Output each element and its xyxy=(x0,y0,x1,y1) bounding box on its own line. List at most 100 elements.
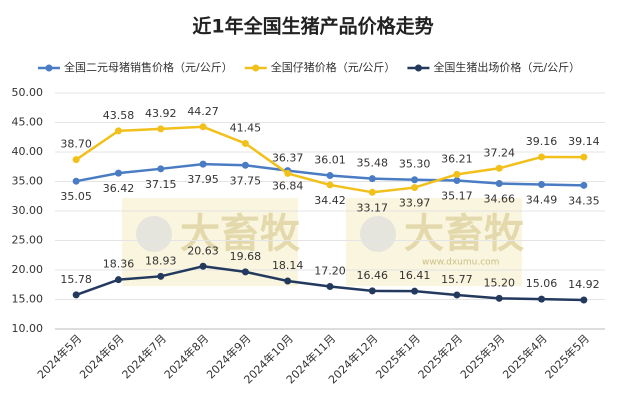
x-tick-label: 2024年5月 xyxy=(34,331,84,381)
data-label: 37.24 xyxy=(483,146,515,159)
legend-marker xyxy=(45,64,53,72)
data-label: 15.77 xyxy=(441,273,473,286)
data-point xyxy=(453,170,461,178)
data-label: 18.93 xyxy=(145,254,177,267)
x-tick-label: 2025年1月 xyxy=(373,331,423,381)
data-point xyxy=(453,291,461,299)
data-point xyxy=(284,277,292,285)
data-point xyxy=(157,165,165,173)
data-label: 35.30 xyxy=(399,158,431,171)
x-tick-label: 2025年2月 xyxy=(415,331,465,381)
y-tick-label: 20.00 xyxy=(12,263,44,276)
data-label: 37.75 xyxy=(230,174,262,187)
data-point xyxy=(157,272,165,280)
data-point xyxy=(114,169,122,177)
data-point xyxy=(72,156,80,164)
data-point xyxy=(326,181,334,189)
data-point xyxy=(199,262,207,270)
y-tick-label: 15.00 xyxy=(12,293,44,306)
chart-title: 近1年全国生猪产品价格走势 xyxy=(192,15,433,38)
data-label: 41.45 xyxy=(230,121,262,134)
data-label: 15.06 xyxy=(526,277,558,290)
data-point xyxy=(411,287,419,295)
data-label: 38.70 xyxy=(60,138,92,151)
y-tick-label: 40.00 xyxy=(12,145,44,158)
y-tick-label: 30.00 xyxy=(12,204,44,217)
data-point xyxy=(453,176,461,184)
data-point xyxy=(580,153,588,161)
legend-label: 全国仔猪价格（元/公斤） xyxy=(271,60,396,74)
data-point xyxy=(157,125,165,133)
data-label: 15.78 xyxy=(60,273,92,286)
data-point xyxy=(326,172,334,180)
data-point xyxy=(411,184,419,192)
data-label: 35.48 xyxy=(357,157,389,170)
data-point xyxy=(495,164,503,172)
data-point xyxy=(368,175,376,183)
watermark-url: www.dxumu.com xyxy=(422,258,499,268)
data-point xyxy=(538,295,546,303)
data-point xyxy=(72,177,80,185)
data-point xyxy=(538,181,546,189)
data-label: 39.16 xyxy=(526,135,558,148)
data-label: 16.46 xyxy=(357,269,389,282)
data-label: 35.05 xyxy=(60,190,92,203)
data-label: 39.14 xyxy=(568,135,600,148)
data-label: 35.17 xyxy=(441,189,473,202)
x-tick-label: 2024年7月 xyxy=(119,331,169,381)
data-point xyxy=(284,169,292,177)
legend-label: 全国二元母猪销售价格（元/公斤） xyxy=(64,60,233,74)
data-point xyxy=(368,287,376,295)
data-label: 34.49 xyxy=(526,194,558,207)
data-label: 18.36 xyxy=(103,258,135,271)
data-label: 43.92 xyxy=(145,107,177,120)
y-tick-label: 50.00 xyxy=(12,86,44,99)
data-point xyxy=(241,268,249,276)
data-label: 15.20 xyxy=(483,276,515,289)
data-point xyxy=(326,283,334,291)
data-point xyxy=(114,127,122,135)
watermark-icon xyxy=(360,216,396,252)
data-point xyxy=(580,296,588,304)
data-point xyxy=(72,291,80,299)
data-label: 44.27 xyxy=(187,105,219,118)
data-label: 20.63 xyxy=(187,244,219,257)
data-label: 36.42 xyxy=(103,182,135,195)
data-label: 33.17 xyxy=(357,201,389,214)
data-point xyxy=(368,188,376,196)
data-label: 34.66 xyxy=(483,193,515,206)
data-label: 37.15 xyxy=(145,178,177,191)
watermark-icon xyxy=(136,216,172,252)
data-label: 36.01 xyxy=(314,154,346,167)
data-label: 36.37 xyxy=(272,151,304,164)
data-label: 34.35 xyxy=(568,194,600,207)
data-point xyxy=(241,161,249,169)
data-label: 34.42 xyxy=(314,194,346,207)
data-point xyxy=(538,153,546,161)
x-tick-label: 2025年5月 xyxy=(542,331,592,381)
watermark: 大畜牧 xyxy=(180,211,301,257)
data-point xyxy=(580,181,588,189)
x-tick-label: 2025年3月 xyxy=(457,331,507,381)
y-tick-label: 10.00 xyxy=(12,322,44,335)
data-point xyxy=(411,176,419,184)
legend-label: 全国生猪出场价格（元/公斤） xyxy=(433,60,580,74)
data-point xyxy=(495,294,503,302)
data-label: 14.92 xyxy=(568,278,600,291)
x-tick-label: 2025年4月 xyxy=(500,331,550,381)
watermark: 大畜牧 xyxy=(404,211,525,257)
x-tick-label: 2024年6月 xyxy=(76,331,126,381)
data-label: 18.14 xyxy=(272,259,304,272)
data-label: 17.20 xyxy=(314,265,346,278)
y-tick-label: 35.00 xyxy=(12,175,44,188)
data-label: 33.97 xyxy=(399,197,431,210)
data-point xyxy=(114,276,122,284)
data-label: 16.41 xyxy=(399,269,431,282)
data-point xyxy=(199,160,207,168)
data-point xyxy=(241,139,249,147)
y-tick-label: 25.00 xyxy=(12,234,44,247)
data-label: 43.58 xyxy=(103,109,135,122)
data-label: 36.21 xyxy=(441,152,473,165)
data-label: 37.95 xyxy=(187,173,219,186)
